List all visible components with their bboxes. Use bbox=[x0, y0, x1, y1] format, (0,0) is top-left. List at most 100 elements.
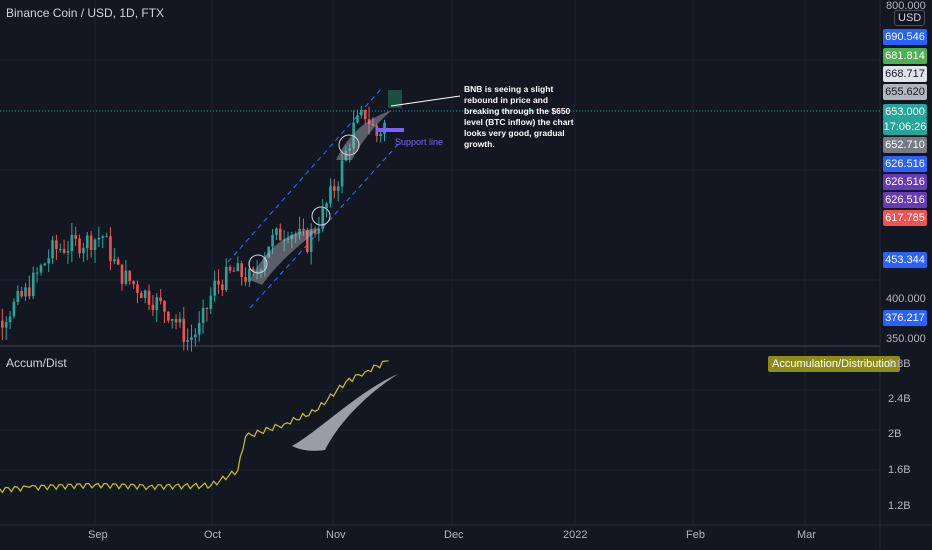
candle bbox=[97, 226, 101, 248]
candle bbox=[321, 198, 325, 233]
x-tick-label: Mar bbox=[797, 529, 816, 541]
indicator-legend: Accumulation/Distribution bbox=[768, 356, 901, 372]
candle bbox=[290, 231, 294, 249]
x-tick-label: Nov bbox=[326, 529, 346, 541]
x-tick-label: Feb bbox=[686, 529, 705, 541]
candle bbox=[20, 286, 23, 299]
candle bbox=[336, 181, 340, 202]
x-tick-label: Dec bbox=[444, 529, 464, 541]
price-tag: 453.344 bbox=[883, 252, 927, 268]
candle bbox=[51, 236, 54, 264]
candle bbox=[101, 234, 105, 249]
candle bbox=[43, 262, 47, 266]
support-line-marker bbox=[376, 128, 404, 132]
candle bbox=[4, 316, 8, 340]
channel-lower bbox=[249, 139, 403, 309]
candle bbox=[39, 263, 43, 276]
candle bbox=[352, 110, 355, 155]
candle bbox=[47, 249, 50, 272]
candle bbox=[267, 246, 270, 259]
candle bbox=[163, 299, 166, 324]
candle bbox=[74, 226, 77, 246]
candle bbox=[224, 258, 228, 293]
target-box bbox=[388, 90, 402, 108]
candle bbox=[329, 178, 332, 208]
candle bbox=[70, 222, 74, 263]
candle bbox=[213, 270, 216, 303]
candle bbox=[209, 287, 213, 315]
price-tag: 653.000 bbox=[883, 104, 927, 120]
candle bbox=[333, 179, 336, 199]
price-tag: 617.785 bbox=[883, 210, 927, 226]
candle bbox=[58, 243, 62, 253]
ad-arrow-shape bbox=[292, 374, 398, 451]
candle bbox=[228, 264, 232, 274]
x-tick-label: 2022 bbox=[563, 529, 588, 541]
candle bbox=[85, 232, 89, 261]
ad-tick-label: 2B bbox=[888, 428, 902, 440]
annotation-text[interactable]: BNB is seeing a slight rebound in price … bbox=[464, 84, 574, 149]
candle bbox=[367, 106, 371, 135]
candle bbox=[344, 145, 348, 162]
candle bbox=[186, 328, 189, 351]
candle bbox=[194, 328, 197, 347]
candle bbox=[128, 270, 132, 285]
candle bbox=[170, 318, 174, 329]
candle bbox=[197, 311, 201, 342]
price-tag: 681.814 bbox=[883, 48, 927, 64]
candle bbox=[113, 248, 116, 265]
candle bbox=[16, 285, 20, 305]
price-tag: 652.710 bbox=[883, 137, 927, 153]
candle bbox=[306, 227, 309, 254]
candle bbox=[217, 269, 220, 294]
price-tag: 17:06:26 bbox=[883, 119, 927, 135]
candle bbox=[1, 308, 4, 341]
candle bbox=[31, 266, 35, 300]
candle bbox=[155, 293, 159, 323]
candle bbox=[55, 234, 58, 261]
ad-tick-label: 1.2B bbox=[888, 500, 911, 512]
ad-tick-label: 2.8B bbox=[888, 358, 911, 370]
candle bbox=[82, 242, 85, 263]
circle-marker-3 bbox=[338, 134, 360, 156]
y-tick-label: 400.000 bbox=[886, 293, 926, 305]
price-tag: 626.516 bbox=[883, 174, 927, 190]
candle bbox=[205, 306, 209, 322]
annotation-pointer bbox=[390, 95, 461, 107]
currency-badge[interactable]: USD bbox=[894, 10, 926, 26]
x-tick-label: Oct bbox=[204, 529, 222, 541]
candle bbox=[356, 109, 359, 124]
candle bbox=[375, 123, 379, 143]
candle bbox=[313, 226, 317, 238]
candle bbox=[132, 280, 135, 289]
candle bbox=[278, 223, 282, 241]
ad-tick-label: 1.6B bbox=[888, 464, 911, 476]
candle bbox=[24, 282, 27, 301]
candle bbox=[263, 252, 267, 277]
candlestick-series bbox=[1, 105, 386, 352]
candle bbox=[12, 298, 16, 319]
candle bbox=[240, 260, 243, 286]
candle bbox=[109, 227, 112, 271]
candle bbox=[62, 239, 66, 255]
candle bbox=[360, 105, 363, 119]
price-tag: 626.516 bbox=[883, 192, 927, 208]
wave-shape-1 bbox=[250, 228, 320, 285]
circle-marker-1 bbox=[248, 254, 268, 274]
candle bbox=[116, 257, 120, 266]
candle bbox=[275, 227, 278, 241]
candle bbox=[294, 231, 298, 243]
candle bbox=[379, 130, 382, 143]
ad-line-series bbox=[0, 360, 389, 494]
candle bbox=[244, 267, 247, 286]
candle bbox=[302, 218, 305, 236]
indicator-title: Accum/Dist bbox=[6, 356, 67, 370]
candle bbox=[309, 223, 313, 265]
support-line-label: Support line bbox=[395, 137, 444, 147]
candle bbox=[143, 289, 147, 304]
candle bbox=[371, 117, 375, 127]
price-tag: 668.717 bbox=[883, 66, 927, 82]
price-tag: 376.217 bbox=[883, 310, 927, 326]
